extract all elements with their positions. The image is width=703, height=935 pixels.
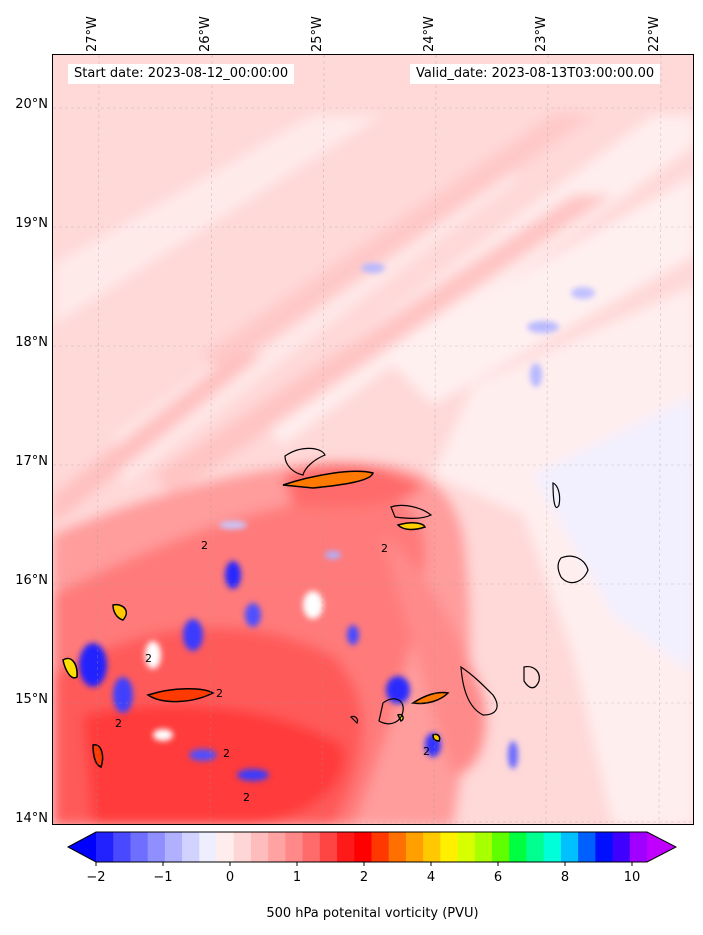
- lon-label-24w: 24°W: [422, 16, 437, 52]
- colorbar-segment: [595, 832, 614, 862]
- colorbar-segment: [113, 832, 131, 862]
- colorbar-segment: [130, 832, 149, 862]
- colorbar-tick: 0: [225, 870, 235, 885]
- colorbar-segment: [164, 832, 183, 862]
- contour-label: 2: [145, 652, 152, 665]
- contour-label: 2: [115, 717, 122, 730]
- colorbar-segment: [182, 832, 200, 862]
- colorbar-tick: 8: [560, 870, 570, 885]
- colorbar-segment: [457, 832, 476, 862]
- lon-label-22w: 22°W: [647, 16, 662, 52]
- colorbar-segment: [354, 832, 372, 862]
- pv-field: 2 2 2 2 2 2 2 2: [53, 55, 693, 824]
- colorbar-segment: [96, 832, 114, 862]
- lat-label-16n: 16°N: [15, 573, 48, 588]
- colorbar-segment: [526, 832, 545, 862]
- pv-map: 2 2 2 2 2 2 2 2: [52, 54, 694, 825]
- lat-label-17n: 17°N: [15, 454, 48, 469]
- graticule: [53, 55, 693, 824]
- colorbar-segment: [509, 832, 527, 862]
- lon-label-26w: 26°W: [198, 16, 213, 52]
- colorbar-segment: [250, 832, 269, 862]
- pv-eddies: [79, 263, 595, 781]
- island-outlines: [284, 447, 589, 725]
- colorbar-segment: [302, 832, 321, 862]
- colorbar-tick: −2: [86, 870, 106, 885]
- start-date-label: Start date: 2023-08-12_00:00:00: [68, 64, 295, 84]
- lat-label-15n: 15°N: [15, 692, 48, 707]
- colorbar-segment: [612, 832, 631, 862]
- lat-label-14n: 14°N: [15, 811, 48, 826]
- colorbar-segment: [388, 832, 407, 862]
- colorbar-segment: [629, 832, 648, 862]
- colorbar-segment: [147, 832, 166, 862]
- contour-label: 2: [216, 687, 223, 700]
- colorbar-tick: 1: [292, 870, 302, 885]
- contour-label: 2: [201, 539, 208, 552]
- colorbar-segment: [543, 832, 562, 862]
- colorbar-segment: [216, 832, 235, 862]
- colorbar-segment: [199, 832, 218, 862]
- colorbar-extend-max: [647, 832, 676, 862]
- lat-label-19n: 19°N: [15, 216, 48, 231]
- colorbar-title: 500 hPa potenital vorticity (PVU): [266, 906, 479, 921]
- colorbar-extend-min: [68, 832, 96, 862]
- colorbar-tick: −1: [153, 870, 173, 885]
- colorbar-segment: [371, 832, 390, 862]
- contour-label: 2: [423, 745, 430, 758]
- lon-label-25w: 25°W: [310, 16, 325, 52]
- colorbar-tick: 6: [493, 870, 503, 885]
- colorbar-segment: [440, 832, 459, 862]
- colorbar-tick: 4: [426, 870, 436, 885]
- colorbar-segment: [474, 832, 493, 862]
- colorbar-tick: 2: [359, 870, 369, 885]
- lon-label-27w: 27°W: [85, 16, 100, 52]
- valid-date-label: Valid_date: 2023-08-13T03:00:00.00: [410, 64, 661, 84]
- contour-label: 2: [381, 542, 388, 555]
- colorbar-segment: [405, 832, 424, 862]
- colorbar-segment: [285, 832, 304, 862]
- lat-label-20n: 20°N: [15, 97, 48, 112]
- colorbar-segment: [233, 832, 252, 862]
- colorbar: [66, 831, 678, 866]
- colorbar-segment: [492, 832, 510, 862]
- colorbar-tick: 10: [623, 870, 641, 885]
- colorbar-segment: [319, 832, 338, 862]
- colorbar-segment: [578, 832, 596, 862]
- lon-label-23w: 23°W: [534, 16, 549, 52]
- colorbar-segment: [423, 832, 441, 862]
- colorbar-segment: [268, 832, 286, 862]
- colorbar-segment: [560, 832, 579, 862]
- contour-labels: 2 2 2 2 2 2 2 2: [115, 539, 430, 804]
- contour-label: 2: [223, 747, 230, 760]
- lat-label-18n: 18°N: [15, 335, 48, 350]
- contour-label: 2: [243, 791, 250, 804]
- colorbar-segment: [337, 832, 355, 862]
